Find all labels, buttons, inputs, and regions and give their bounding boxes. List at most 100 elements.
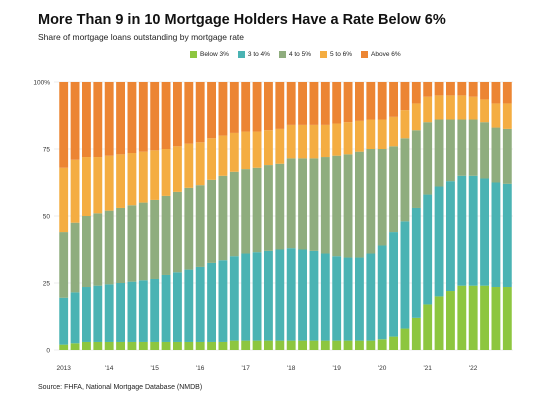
bar-segment [480, 99, 489, 123]
bar-segment [309, 82, 319, 125]
bar-segment [138, 151, 148, 203]
bar-segment [218, 175, 228, 261]
x-tick-label: '21 [423, 365, 432, 372]
bar-segment [480, 82, 489, 100]
bar-segment [195, 266, 205, 342]
bar-segment [264, 82, 273, 131]
bar-segment [423, 122, 433, 195]
legend-swatch [237, 51, 245, 58]
bar-segment [138, 202, 148, 281]
bar-segment [457, 285, 467, 350]
bar-segment [161, 341, 171, 350]
bar-segment [491, 287, 501, 350]
bar-segment [184, 143, 194, 188]
x-tick-label: '20 [378, 365, 387, 372]
bar-segment [150, 150, 160, 200]
bar-segment [309, 124, 319, 159]
bar-segment [59, 167, 69, 233]
bar-segment [491, 103, 501, 128]
bar-segment [320, 82, 330, 125]
chart-subtitle: Share of mortgage loans outstanding by m… [38, 32, 245, 42]
bar-segment [355, 120, 364, 152]
bar-segment [332, 256, 342, 341]
bar-segment [434, 82, 444, 96]
bar-segment [411, 103, 421, 131]
bar-segment [229, 132, 239, 172]
bar-segment [116, 82, 125, 155]
bar-segment [377, 149, 387, 246]
bar-segment [309, 250, 319, 341]
bar-segment [173, 272, 182, 342]
bar-segment [286, 248, 296, 341]
bar-segment [286, 340, 296, 350]
bar-segment [138, 280, 148, 342]
bar-segment [150, 341, 160, 350]
bar-segment [59, 82, 69, 168]
bar-segment [400, 138, 410, 222]
bar-segment [252, 252, 262, 341]
bar-segment [480, 122, 489, 179]
bar-segment [446, 291, 455, 350]
bar-segment [207, 138, 216, 180]
legend-swatch [320, 51, 327, 58]
bar-segment [207, 179, 216, 263]
bar-segment [104, 82, 114, 156]
bar-segment [264, 340, 273, 350]
bar-segment [298, 340, 307, 350]
bar-segment [502, 128, 512, 184]
legend-label: 4 to 5% [288, 51, 311, 58]
bar-segment [298, 158, 307, 250]
bar-segment [59, 344, 69, 350]
y-tick-label: 0 [46, 347, 50, 354]
bar-segment [184, 187, 194, 270]
x-tick-label: 2013 [56, 365, 71, 372]
bar-segment [207, 341, 216, 350]
bar-segment [355, 151, 364, 258]
bar-segment [207, 262, 216, 342]
bar-segment [218, 135, 228, 176]
bar-segment [343, 154, 353, 258]
bar-segment [446, 82, 455, 96]
bar-segment [309, 340, 319, 350]
bar-segment [411, 317, 421, 350]
bar-segment [332, 155, 342, 257]
bar-segment [480, 285, 489, 350]
bar-segment [468, 119, 478, 176]
x-tick-label: '15 [150, 365, 159, 372]
bar-segment [104, 341, 114, 350]
bar-segment [434, 186, 444, 297]
bar-segment [275, 340, 285, 350]
bar-segment [400, 82, 410, 111]
bar-segment [411, 82, 421, 104]
bar-segment [377, 82, 387, 120]
bar-segment [127, 82, 137, 154]
bar-segment [252, 340, 262, 350]
bar-segment [275, 163, 285, 250]
bar-segment [104, 284, 114, 342]
bar-segment [491, 82, 501, 104]
x-tick-label: '18 [287, 365, 296, 372]
bar-segment [491, 182, 501, 288]
bar-segment [93, 82, 103, 158]
bar-segment [241, 340, 251, 350]
bar-segment [411, 207, 421, 318]
bar-segment [343, 340, 353, 350]
bar-segment [127, 281, 137, 342]
bar-segment [343, 257, 353, 341]
bar-segment [161, 149, 171, 196]
bar-segment [457, 95, 467, 120]
bar-segment [70, 343, 80, 350]
bar-segment [252, 167, 262, 253]
bar-segment [389, 116, 398, 147]
bar-segment [320, 157, 330, 254]
legend-item: Above 6% [361, 51, 401, 58]
bar-segment [93, 341, 103, 350]
bar-segment [173, 191, 182, 273]
bar-segment [138, 82, 148, 152]
bar-segment [82, 157, 91, 216]
bar-segment [264, 130, 273, 166]
bar-segment [161, 195, 171, 275]
bar-segment [491, 127, 501, 183]
bar-segment [320, 124, 330, 158]
bar-segment [93, 285, 103, 342]
